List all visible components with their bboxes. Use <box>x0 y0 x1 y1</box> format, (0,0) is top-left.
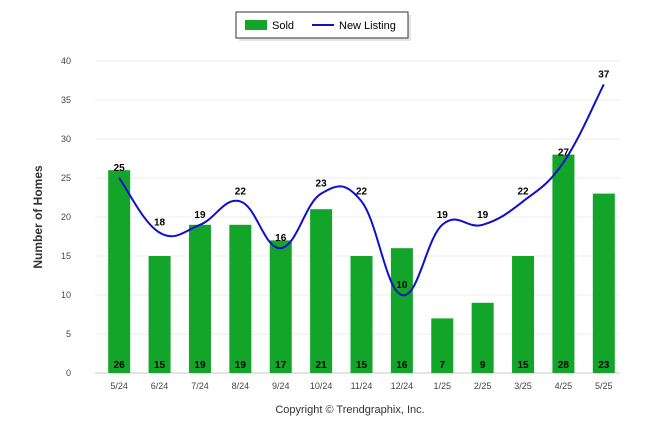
bar-value-label: 26 <box>114 360 126 371</box>
bar <box>188 224 211 373</box>
line-value-label: 22 <box>235 186 247 197</box>
copyright-footer: Copyright © Trendgraphix, Inc. <box>275 404 424 416</box>
bar-value-label: 15 <box>154 360 166 371</box>
line-value-label: 25 <box>114 163 126 174</box>
bar <box>471 302 494 373</box>
bar <box>431 318 454 373</box>
line-series: 25 18 19 22 16 23 22 10 19 19 22 27 37 <box>114 69 610 297</box>
line-value-label: 19 <box>437 210 449 221</box>
line-value-label: 16 <box>275 233 287 244</box>
y-tick-label: 5 <box>66 329 71 339</box>
bar-value-label: 15 <box>356 360 368 371</box>
new-listing-line <box>118 83 605 297</box>
line-value-label: 22 <box>517 186 529 197</box>
bar-value-label: 23 <box>598 360 610 371</box>
legend: Sold New Listing <box>235 11 411 41</box>
bar-value-label: 19 <box>194 360 206 371</box>
bar-value-label: 21 <box>316 360 328 371</box>
x-tick-label: 7/24 <box>191 381 209 391</box>
x-tick-label: 11/24 <box>351 381 373 391</box>
legend-label-new-listing: New Listing <box>339 20 396 32</box>
bar-value-label: 7 <box>439 360 445 371</box>
bar <box>512 256 535 373</box>
bar <box>229 224 252 373</box>
bar <box>390 248 413 373</box>
x-tick-label: 6/24 <box>151 381 169 391</box>
bar-series: 26 15 19 19 17 21 15 16 7 9 15 28 23 <box>108 154 615 373</box>
x-tick-label: 10/24 <box>310 381 333 391</box>
bar <box>310 209 333 373</box>
line-value-label: 23 <box>316 179 328 190</box>
bar <box>108 170 131 373</box>
x-tick-label: 12/24 <box>391 381 414 391</box>
x-tick-label: 5/25 <box>595 381 613 391</box>
x-tick-label: 5/24 <box>110 381 128 391</box>
x-tick-label: 3/25 <box>514 381 532 391</box>
y-tick-label: 30 <box>61 134 71 144</box>
y-tick-label: 40 <box>61 56 71 66</box>
bar-value-label: 16 <box>396 360 408 371</box>
bar-value-label: 15 <box>517 360 529 371</box>
y-tick-label: 20 <box>61 212 71 222</box>
x-tick-label: 8/24 <box>232 381 250 391</box>
line-value-label: 18 <box>154 218 166 229</box>
line-value-label: 10 <box>396 280 408 291</box>
y-tick-label: 15 <box>61 251 71 261</box>
bar <box>592 193 615 373</box>
y-tick-label: 10 <box>61 290 71 300</box>
line-value-label: 22 <box>356 186 368 197</box>
y-tick-label: 35 <box>61 95 71 105</box>
x-tick-label: 2/25 <box>474 381 492 391</box>
bar-value-label: 19 <box>235 360 247 371</box>
bar <box>148 256 171 373</box>
y-axis-label: Number of Homes <box>31 165 45 269</box>
line-value-label: 19 <box>477 210 489 221</box>
y-tick-label: 0 <box>66 368 71 378</box>
bar <box>269 240 292 373</box>
legend-label-sold: Sold <box>272 20 294 32</box>
x-tick-label: 9/24 <box>272 381 290 391</box>
bar <box>350 256 373 373</box>
line-value-label: 19 <box>194 210 206 221</box>
bar-value-label: 28 <box>558 360 570 371</box>
y-axis-ticks: 0 5 10 15 20 25 30 35 40 <box>61 56 71 378</box>
y-tick-label: 25 <box>61 173 71 183</box>
line-value-label: 27 <box>558 147 570 158</box>
bar <box>552 154 575 373</box>
line-value-label: 37 <box>598 69 610 80</box>
x-tick-label: 4/25 <box>555 381 573 391</box>
bar-value-label: 17 <box>275 360 287 371</box>
legend-swatch-sold <box>245 20 267 30</box>
grid <box>95 60 620 374</box>
x-tick-label: 1/25 <box>434 381 452 391</box>
x-axis-ticks: 5/24 6/24 7/24 8/24 9/24 10/24 11/24 12/24 1/25 2… <box>110 381 612 391</box>
bar-value-label: 9 <box>480 360 486 371</box>
